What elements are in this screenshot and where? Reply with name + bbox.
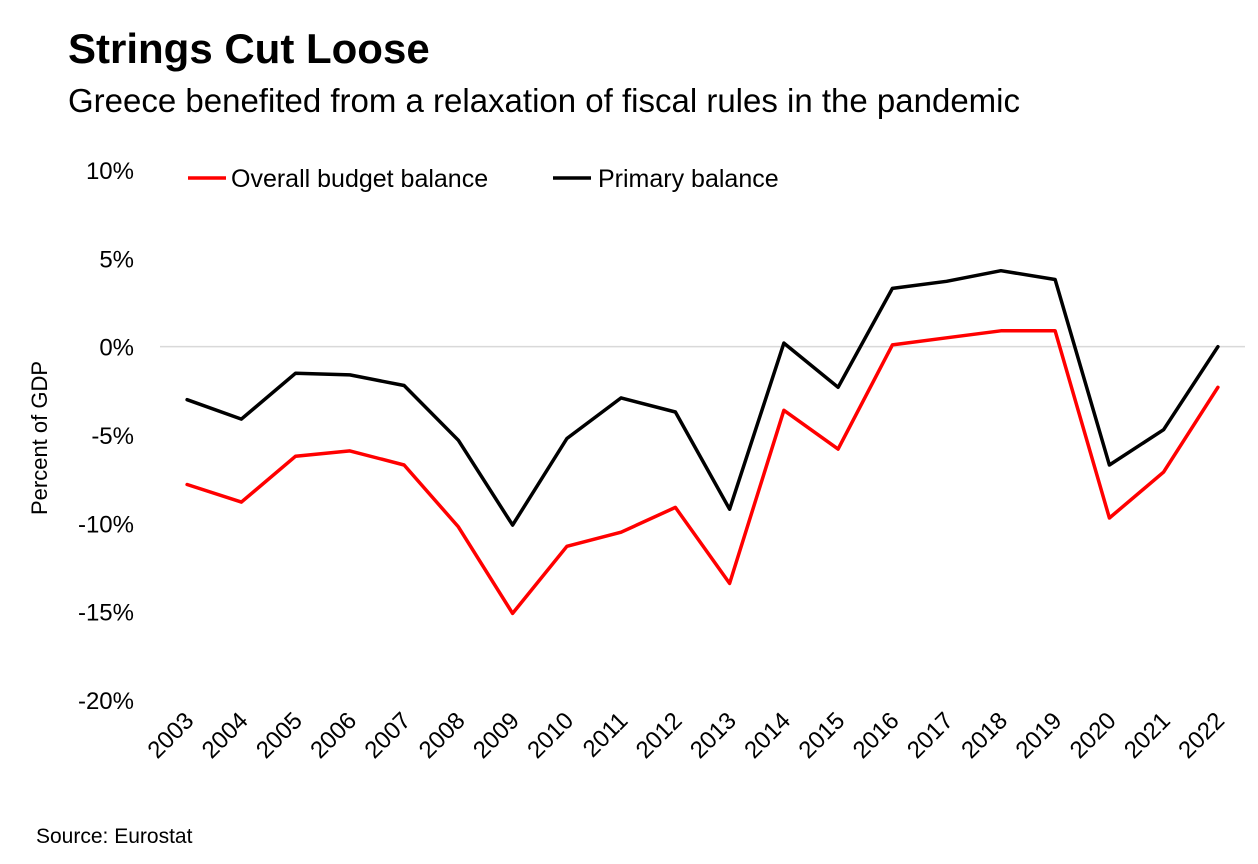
legend-label: Overall budget balance [231, 165, 488, 193]
x-tick-label: 2013 [685, 707, 742, 764]
x-tick-label: 2010 [522, 707, 579, 764]
y-tick-label: 0% [99, 335, 134, 362]
x-tick-label: 2019 [1011, 707, 1068, 764]
y-axis-ticks: 10% 5% 0% -5% -10% -15% -20% [78, 158, 134, 715]
x-tick-label: 2005 [251, 707, 308, 764]
legend-label: Primary balance [598, 165, 779, 193]
overall-budget-balance-line [185, 329, 1220, 616]
x-tick-label: 2014 [739, 707, 796, 764]
x-tick-label: 2008 [414, 707, 471, 764]
x-tick-label: 2015 [794, 707, 851, 764]
x-tick-label: 2009 [468, 707, 525, 764]
x-tick-label: 2004 [197, 707, 254, 764]
x-tick-label: 2020 [1065, 707, 1122, 764]
x-tick-label: 2012 [631, 707, 688, 764]
x-axis-ticks: 2003200420052006200720082009201020112012… [143, 707, 1231, 764]
x-tick-label: 2022 [1173, 707, 1230, 764]
chart-subtitle: Greece benefited from a relaxation of fi… [68, 82, 1021, 119]
y-tick-label: 10% [86, 158, 134, 185]
x-tick-label: 2003 [143, 707, 200, 764]
x-tick-label: 2006 [305, 707, 362, 764]
y-tick-label: 5% [99, 246, 134, 273]
primary-balance-line [185, 268, 1220, 527]
x-tick-label: 2021 [1119, 707, 1176, 764]
x-tick-label: 2018 [956, 707, 1013, 764]
y-tick-label: -20% [78, 688, 134, 715]
series-lines [185, 268, 1220, 616]
chart-title: Strings Cut Loose [68, 25, 430, 72]
legend: Overall budget balance Primary balance [188, 165, 779, 193]
y-axis-label: Percent of GDP [27, 361, 52, 515]
x-tick-label: 2016 [848, 707, 905, 764]
y-tick-label: -10% [78, 511, 134, 538]
x-tick-label: 2011 [578, 707, 634, 763]
y-tick-label: -5% [91, 423, 134, 450]
x-tick-label: 2017 [902, 707, 959, 764]
source-note: Source: Eurostat [36, 825, 193, 848]
x-tick-label: 2007 [360, 707, 417, 764]
y-tick-label: -15% [78, 600, 134, 627]
